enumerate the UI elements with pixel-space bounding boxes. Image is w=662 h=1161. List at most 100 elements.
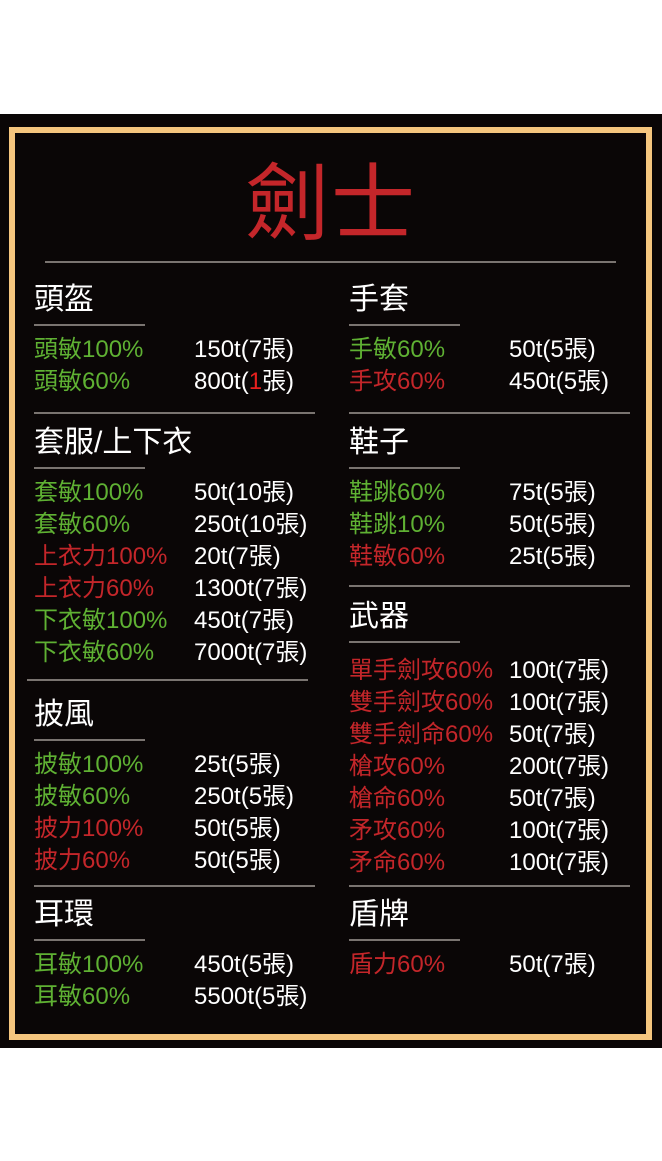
item-price: 450t(5張) [194, 951, 295, 978]
item-price: 150t(7張) [194, 336, 295, 363]
item-name: 耳敏100% [34, 951, 144, 978]
section-heading: 披風 [34, 698, 94, 731]
item-price: 75t(5張) [509, 479, 596, 506]
item-name: 披力100% [34, 815, 144, 842]
item-name: 手敏60% [349, 336, 446, 363]
page-title: 劍士 [244, 157, 417, 251]
item-name: 盾力60% [349, 951, 446, 978]
item-price: 50t(5張) [194, 815, 281, 842]
list-item: 耳敏100% 450t(5張) [34, 949, 334, 981]
heading-underline [349, 467, 460, 469]
item-name: 雙手劍命60% [349, 721, 494, 748]
item-price: 250t(10張) [194, 511, 308, 538]
item-price: 25t(5張) [194, 751, 281, 778]
item-name: 上衣力60% [34, 575, 155, 602]
item-price: 100t(7張) [509, 689, 610, 716]
item-name: 鞋跳10% [349, 511, 446, 538]
list-item: 矛攻60% 100t(7張) [349, 815, 649, 847]
section-heading: 盾牌 [349, 898, 409, 931]
list-item: 披力100% 50t(5張) [34, 813, 334, 845]
list-item: 槍命60% 50t(7張) [349, 783, 649, 815]
list-item: 槍攻60% 200t(7張) [349, 751, 649, 783]
heading-underline [34, 324, 145, 326]
item-name: 下衣敏60% [34, 639, 155, 666]
item-price: 5500t(5張) [194, 983, 308, 1010]
section-gloves: 手套手敏60% 50t(5張) 手攻60% 450t(5張) [349, 282, 649, 398]
title-divider [45, 261, 616, 263]
list-item: 盾力60% 50t(7張) [349, 949, 649, 981]
list-item: 上衣力60% 1300t(7張) [34, 573, 334, 605]
section-shoes: 鞋子 鞋跳60% 75t(5張) 鞋跳10% 50t(5張) 鞋敏60% 25t(5張) [349, 425, 649, 573]
list-item: 套敏100% 50t(10張) [34, 477, 334, 509]
list-item: 單手劍攻60% 100t(7張) [349, 655, 649, 687]
item-price: 450t(5張) [509, 368, 610, 395]
list-item: 鞋跳60% 75t(5張) [349, 477, 649, 509]
item-price: 50t(10張) [194, 479, 295, 506]
list-item: 雙手劍攻60% 100t(7張) [349, 687, 649, 719]
list-item: 雙手劍命60% 50t(7張) [349, 719, 649, 751]
section-heading: 套服/上下衣 [34, 426, 193, 459]
list-item: 鞋跳10% 50t(5張) [349, 509, 649, 541]
heading-underline [34, 939, 145, 941]
item-name: 頭敏60% [34, 368, 131, 395]
list-item: 下衣敏100% 450t(7張) [34, 605, 334, 637]
item-price: 1300t(7張) [194, 575, 308, 602]
item-name: 下衣敏100% [34, 607, 168, 634]
divider [349, 412, 630, 414]
highlight-count: 1 [248, 368, 263, 395]
item-name: 矛攻60% [349, 817, 446, 844]
list-item: 鞋敏60% 25t(5張) [349, 541, 649, 573]
item-price: 50t(5張) [509, 336, 596, 363]
item-name: 耳敏60% [34, 983, 131, 1010]
item-name: 披力60% [34, 847, 131, 874]
item-price: 100t(7張) [509, 849, 610, 876]
section-heading: 耳環 [34, 898, 94, 931]
item-price: 50t(5張) [194, 847, 281, 874]
item-price: 7000t(7張) [194, 639, 308, 666]
divider [349, 885, 630, 887]
item-price: 800t(1張) [194, 368, 295, 395]
list-item: 手敏60% 50t(5張) [349, 334, 649, 366]
section-heading: 手套 [349, 283, 409, 316]
item-name: 披敏60% [34, 783, 131, 810]
price-board: 劍士 頭盔 頭敏100% 150t(7張) 頭敏60% 800t(1張) 套服/上下衣套… [0, 114, 662, 1048]
item-price: 20t(7張) [194, 543, 281, 570]
item-price: 50t(7張) [509, 721, 596, 748]
item-name: 單手劍攻60% [349, 657, 494, 684]
list-item: 手攻60% 450t(5張) [349, 366, 649, 398]
item-name: 披敏100% [34, 751, 144, 778]
section-weapon: 武器 單手劍攻60% 100t(7張) 雙手劍攻60% 100t(7張) 雙手劍命60% 5… [349, 599, 649, 879]
item-price: 25t(5張) [509, 543, 596, 570]
list-item: 套敏60% 250t(10張) [34, 509, 334, 541]
section-cape: 披風 披敏100% 25t(5張) 披敏60% 250t(5張) 披力100% 50t(5張… [34, 697, 334, 877]
heading-underline [349, 641, 460, 643]
item-name: 上衣力100% [34, 543, 168, 570]
section-suit: 套服/上下衣套敏100% 50t(10張) 套敏60% 250t(10張) 上衣力100… [34, 425, 334, 669]
item-name: 槍命60% [349, 785, 446, 812]
section-shield: 盾牌盾力60% 50t(7張) [349, 897, 649, 981]
item-price: 50t(7張) [509, 951, 596, 978]
item-price: 100t(7張) [509, 657, 610, 684]
list-item: 矛命60% 100t(7張) [349, 847, 649, 879]
heading-underline [34, 739, 145, 741]
list-item: 耳敏60% 5500t(5張) [34, 981, 334, 1013]
gold-frame [9, 127, 652, 1040]
item-price: 50t(5張) [509, 511, 596, 538]
item-name: 鞋敏60% [349, 543, 446, 570]
section-heading: 武器 [349, 600, 409, 633]
divider [34, 412, 315, 414]
list-item: 披力60% 50t(5張) [34, 845, 334, 877]
item-price: 200t(7張) [509, 753, 610, 780]
divider [34, 885, 315, 887]
item-name: 頭敏100% [34, 336, 144, 363]
list-item: 披敏100% 25t(5張) [34, 749, 334, 781]
heading-underline [34, 467, 145, 469]
heading-underline [349, 324, 460, 326]
item-name: 矛命60% [349, 849, 446, 876]
section-helmet: 頭盔 頭敏100% 150t(7張) 頭敏60% 800t(1張) [34, 282, 334, 398]
item-price: 450t(7張) [194, 607, 295, 634]
item-name: 套敏100% [34, 479, 144, 506]
heading-underline [349, 939, 460, 941]
item-name: 套敏60% [34, 511, 131, 538]
list-item: 頭敏60% 800t(1張) [34, 366, 334, 398]
